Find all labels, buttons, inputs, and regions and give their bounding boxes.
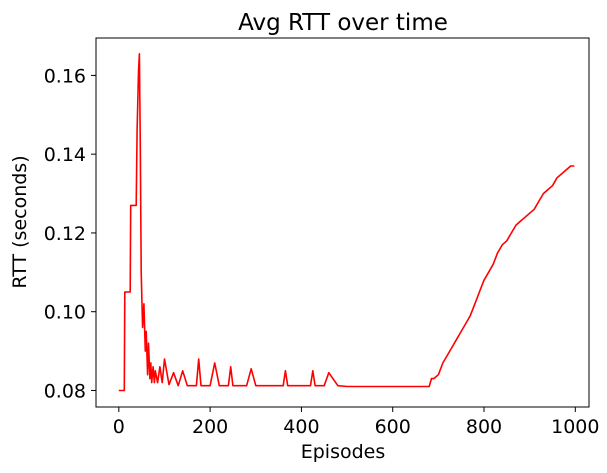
x-tick-label: 400 [283, 416, 319, 438]
y-tick-label: 0.16 [44, 65, 86, 87]
x-tick-label: 200 [192, 416, 228, 438]
plot-frame [95, 37, 590, 408]
x-tick-label: 1000 [551, 416, 599, 438]
y-tick-label: 0.08 [44, 380, 86, 402]
x-axis-label: Episodes [301, 441, 386, 463]
y-axis-label: RTT (seconds) [9, 155, 31, 288]
x-axis-ticks: 0 200 400 600 800 1000 [113, 407, 599, 438]
plot-data-layer [118, 52, 575, 392]
y-tick-label: 0.10 [44, 302, 86, 324]
y-tick-label: 0.12 [44, 223, 86, 245]
x-tick-label: 600 [375, 416, 411, 438]
y-axis-ticks: 0.08 0.10 0.12 0.14 0.16 [44, 65, 96, 402]
y-tick-label: 0.14 [44, 144, 86, 166]
chart-title: Avg RTT over time [238, 10, 448, 36]
x-tick-label: 0 [113, 416, 125, 438]
series-line-avg-rtt [118, 52, 575, 392]
x-tick-label: 800 [466, 416, 502, 438]
